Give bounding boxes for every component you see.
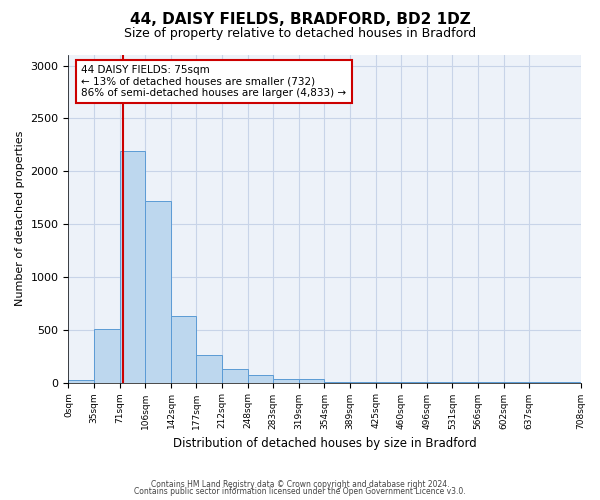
Text: 44 DAISY FIELDS: 75sqm
← 13% of detached houses are smaller (732)
86% of semi-de: 44 DAISY FIELDS: 75sqm ← 13% of detached… [81,65,346,98]
Bar [94,328,120,382]
Bar [120,151,145,382]
Text: Contains public sector information licensed under the Open Government Licence v3: Contains public sector information licen… [134,487,466,496]
Bar [145,201,171,382]
X-axis label: Distribution of detached houses by size in Bradford: Distribution of detached houses by size … [173,437,476,450]
Y-axis label: Number of detached properties: Number of detached properties [15,131,25,306]
Bar [222,369,248,382]
Bar [171,316,196,382]
Bar [68,380,94,382]
Text: 44, DAISY FIELDS, BRADFORD, BD2 1DZ: 44, DAISY FIELDS, BRADFORD, BD2 1DZ [130,12,470,28]
Bar [196,355,222,382]
Bar [248,374,273,382]
Bar [273,380,299,382]
Bar [299,380,325,382]
Text: Contains HM Land Registry data © Crown copyright and database right 2024.: Contains HM Land Registry data © Crown c… [151,480,449,489]
Text: Size of property relative to detached houses in Bradford: Size of property relative to detached ho… [124,28,476,40]
